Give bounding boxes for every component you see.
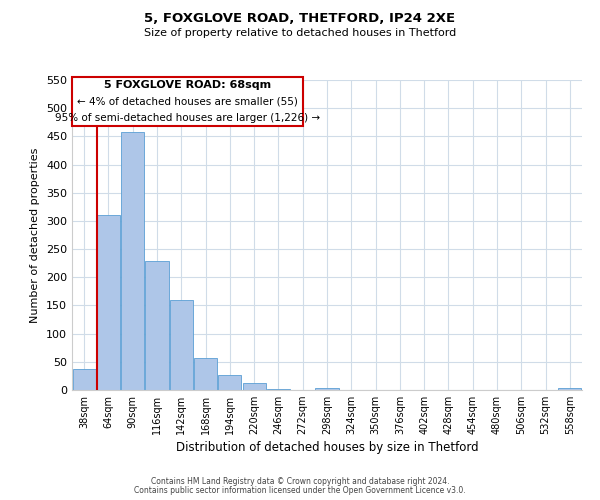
Bar: [97, 216, 120, 390]
Text: Size of property relative to detached houses in Thetford: Size of property relative to detached ho…: [144, 28, 456, 38]
Bar: [559, 388, 581, 390]
Text: Contains public sector information licensed under the Open Government Licence v3: Contains public sector information licen…: [134, 486, 466, 495]
Text: 5 FOXGLOVE ROAD: 68sqm: 5 FOXGLOVE ROAD: 68sqm: [104, 80, 271, 90]
Text: 5, FOXGLOVE ROAD, THETFORD, IP24 2XE: 5, FOXGLOVE ROAD, THETFORD, IP24 2XE: [145, 12, 455, 26]
X-axis label: Distribution of detached houses by size in Thetford: Distribution of detached houses by size …: [176, 442, 478, 454]
Bar: [145, 262, 169, 390]
Bar: [316, 388, 338, 390]
Text: ← 4% of detached houses are smaller (55): ← 4% of detached houses are smaller (55): [77, 96, 298, 106]
Bar: [242, 383, 266, 390]
Bar: [121, 132, 144, 390]
Bar: [194, 358, 217, 390]
Bar: [73, 368, 95, 390]
Bar: [267, 389, 290, 390]
Bar: [218, 376, 241, 390]
Bar: [170, 300, 193, 390]
Text: Contains HM Land Registry data © Crown copyright and database right 2024.: Contains HM Land Registry data © Crown c…: [151, 477, 449, 486]
Y-axis label: Number of detached properties: Number of detached properties: [31, 148, 40, 322]
Text: 95% of semi-detached houses are larger (1,226) →: 95% of semi-detached houses are larger (…: [55, 112, 320, 122]
